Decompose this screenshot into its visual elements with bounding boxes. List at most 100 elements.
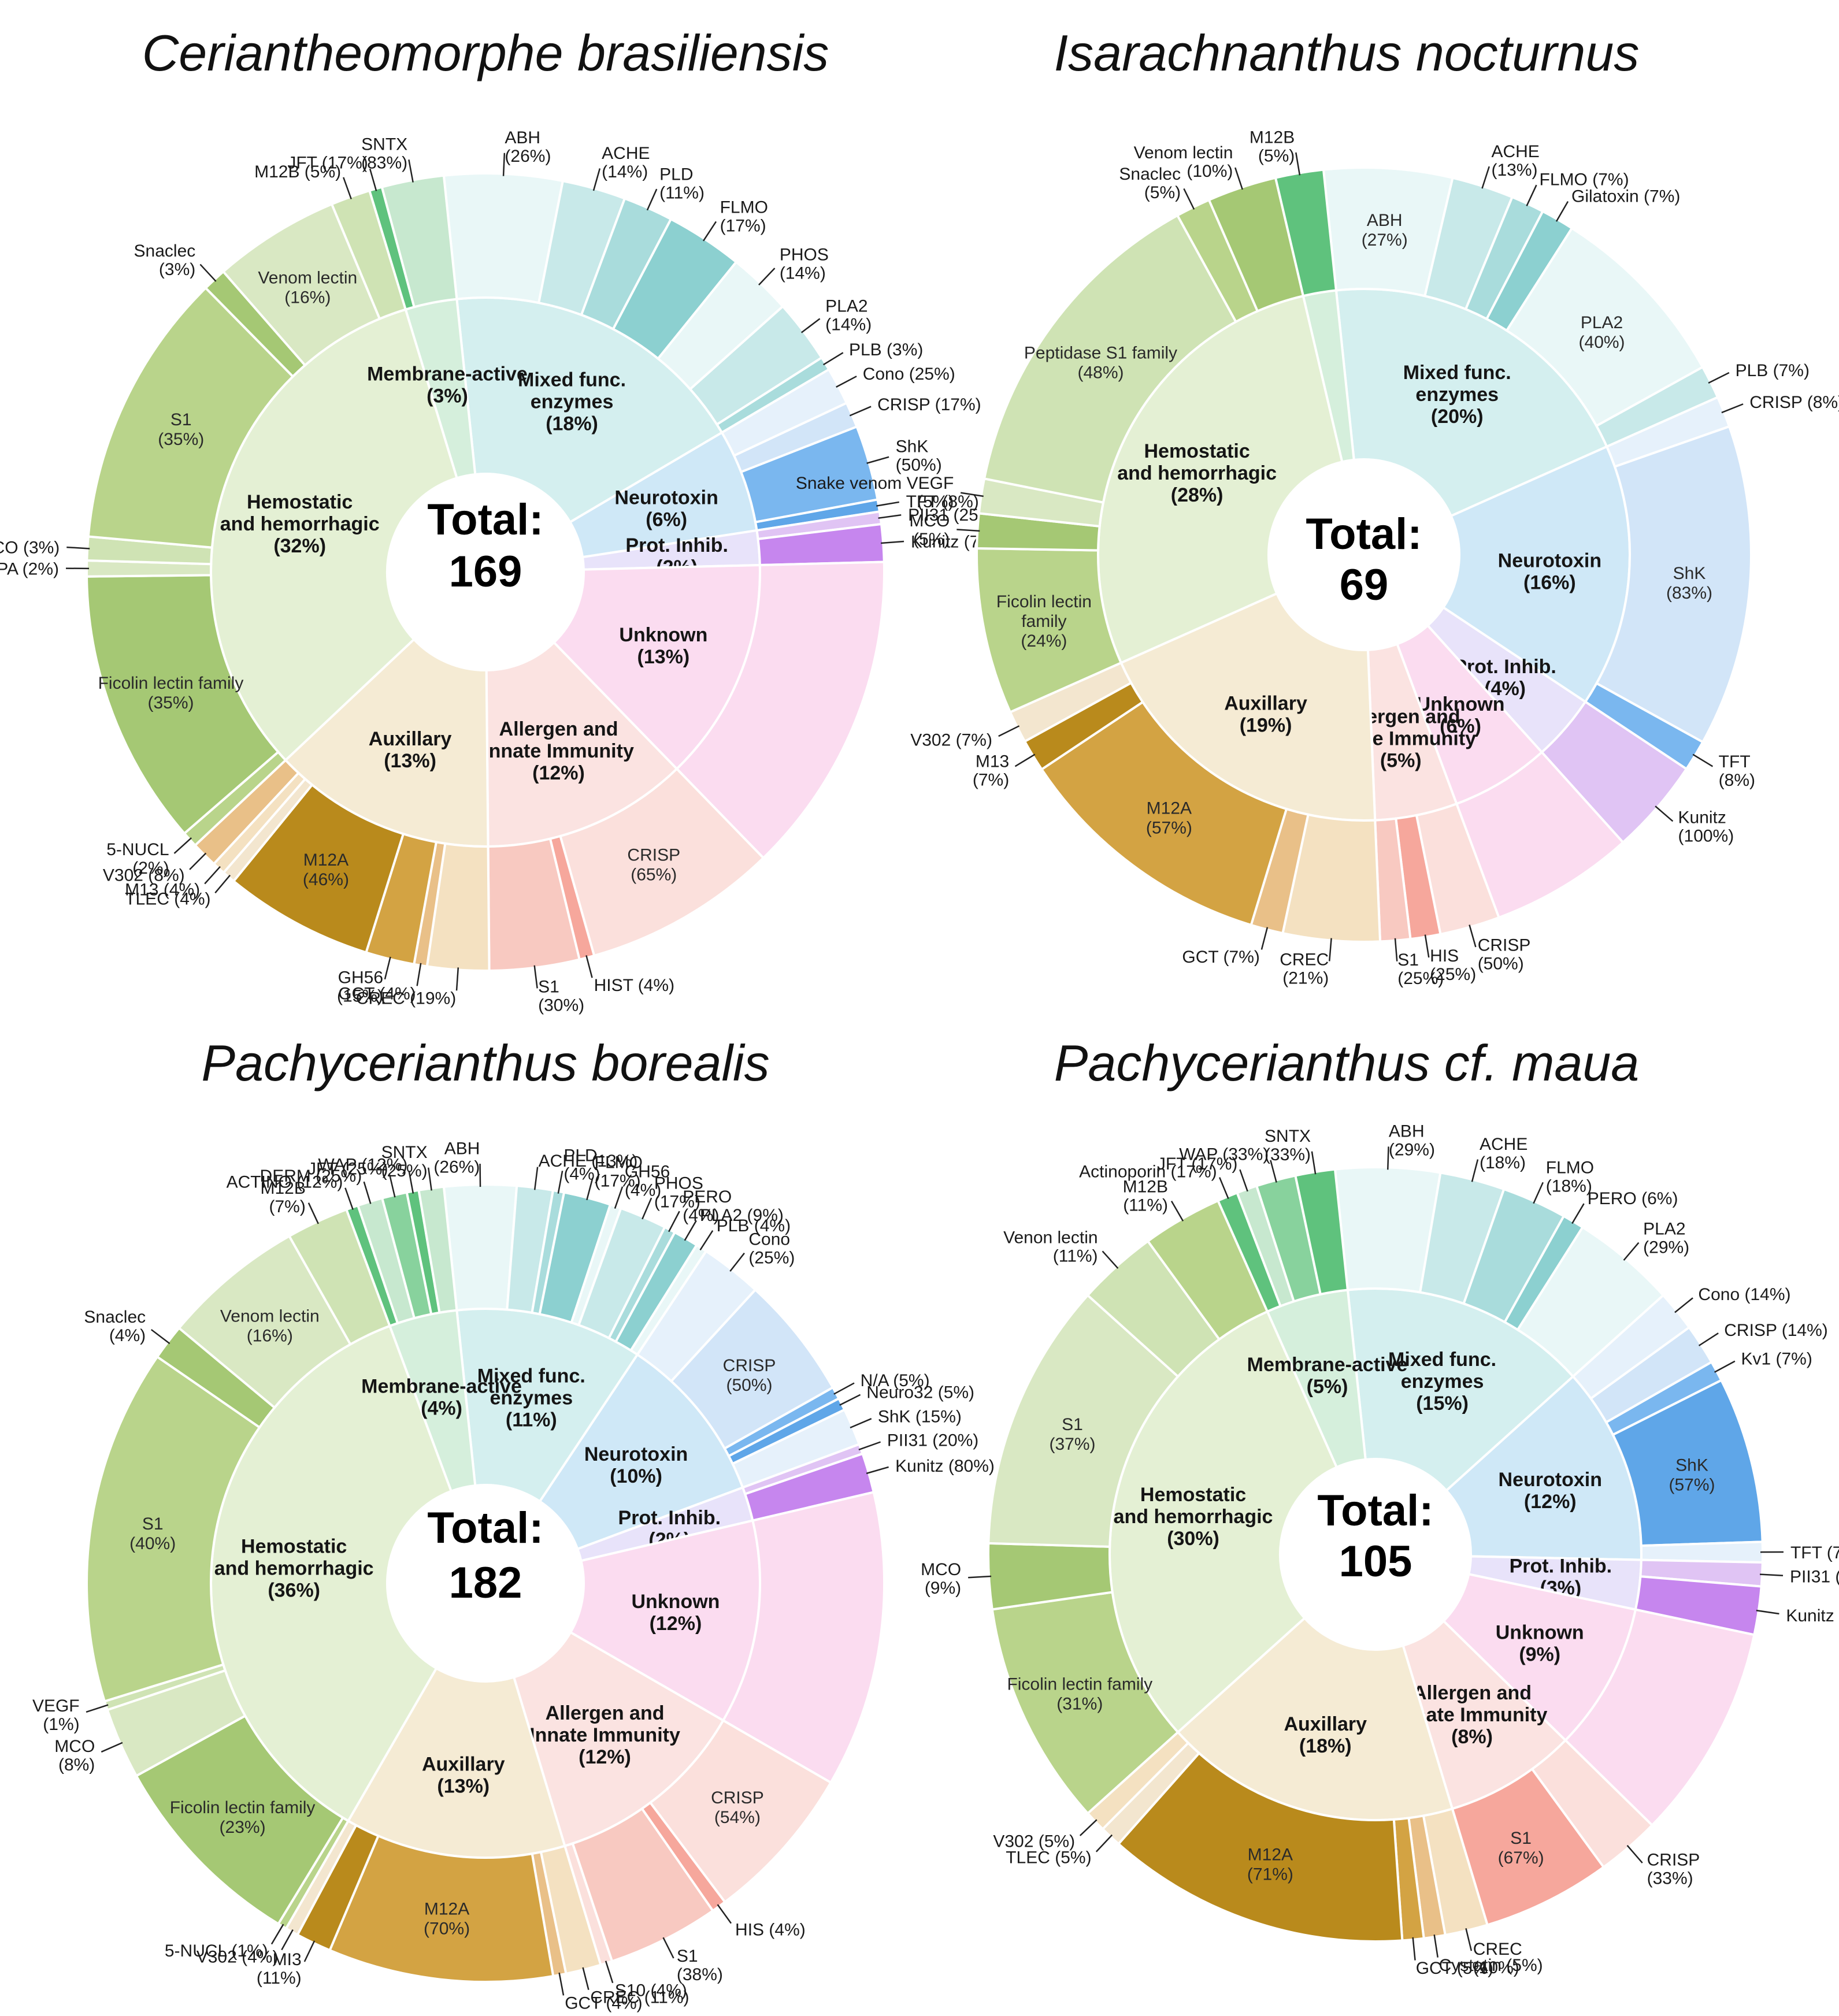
- category-label-auxillary: Auxillary (18%): [1284, 1713, 1367, 1757]
- outer-label-crisp-8-0: CRISP (8%): [1749, 393, 1839, 412]
- leader-line: [86, 1704, 109, 1713]
- outer-label-v302-5-5: V302 (5%): [993, 1832, 1075, 1851]
- chart-title-ceriantheomorphe: Ceriantheomorphe brasiliensis: [142, 24, 829, 81]
- category-label-neurotoxin: Neurotoxin (6%): [614, 487, 718, 531]
- chart-panel-isarachnanthus: Isarachnanthus nocturnus Mixed func. enzy…: [796, 24, 1839, 988]
- outer-label-mco-3-3: MCO (3%): [0, 539, 60, 558]
- leader-line: [214, 874, 231, 894]
- chart-title-maua: Pachycerianthus cf. maua: [1054, 1034, 1640, 1091]
- outer-label-crisp-0: CRISP (65%): [627, 845, 680, 884]
- leader-line: [729, 1252, 745, 1272]
- total-label-borealis: Total:: [427, 1503, 543, 1553]
- leader-line: [1219, 1177, 1229, 1200]
- outer-slice-hemostatic-and-hemorrhagic-3: [982, 214, 1238, 504]
- leader-line: [150, 1329, 170, 1345]
- outer-label-pld-2: PLD (4%): [563, 1146, 600, 1184]
- leader-line: [1329, 938, 1332, 961]
- outer-label-s1-2: S1 (38%): [677, 1947, 723, 1984]
- outer-label-snake-venom-vegf-2: Snake venom VEGF (5%): [796, 474, 954, 511]
- outer-label-crec-19-0: CREC (19%): [356, 989, 456, 1008]
- leader-line: [839, 1394, 861, 1406]
- leader-line: [586, 1177, 594, 1201]
- category-label-neurotoxin: Neurotoxin (12%): [1499, 1469, 1602, 1513]
- leader-line: [1698, 1332, 1719, 1346]
- category-label-auxillary: Auxillary (13%): [422, 1754, 505, 1798]
- leader-line: [189, 852, 207, 870]
- outer-label-pero-6: PERO (4%): [683, 1187, 732, 1225]
- outer-label-abh-0: ABH (26%): [433, 1139, 480, 1176]
- leader-line: [699, 1230, 714, 1250]
- total-badge-ceriantheomorphe: [393, 480, 578, 664]
- leader-line: [1394, 938, 1398, 961]
- leader-line: [646, 188, 658, 211]
- leader-line: [1708, 372, 1730, 384]
- donut-ceriantheomorphe: Mixed func. enzymes (18%) ABH (26%) ACHE (14%)…: [0, 128, 1010, 1015]
- outer-label-ficolin-lectin-family-1: Ficolin lectin family (35%): [98, 674, 244, 712]
- outer-label-mco-1: MCO (9%): [921, 1560, 961, 1598]
- donut-isarachnanthus: Mixed func. enzymes (20%) ABH (27%) ACHE (13%)…: [796, 128, 1839, 988]
- outer-label-crisp-0: CRISP (33%): [1647, 1850, 1700, 1888]
- outer-label-mi3-3: MI3 (11%): [257, 1950, 302, 1988]
- category-label-mixed-func-enzymes: Mixed func. enzymes (11%): [477, 1365, 585, 1431]
- category-label-membrane-active: Membrane-active (5%): [1247, 1354, 1408, 1398]
- category-label-mixed-func-enzymes: Mixed func. enzymes (18%): [518, 369, 626, 435]
- outer-label-derm-25-1: DERM (25%): [260, 1167, 362, 1186]
- category-label-unknown: Unknown (12%): [631, 1591, 720, 1635]
- category-label-auxillary: Auxillary (13%): [369, 728, 452, 772]
- leader-line: [1655, 805, 1674, 822]
- leader-line: [307, 1202, 319, 1224]
- outer-label-v302-8-6: V302 (8%): [103, 866, 185, 885]
- outer-label-pii31-20-0: PII31 (20%): [887, 1431, 978, 1450]
- leader-line: [585, 955, 593, 978]
- leader-line: [668, 1211, 680, 1232]
- leader-line: [1760, 1573, 1784, 1576]
- outer-label-pla2-9-7: PLA2 (9%): [700, 1206, 784, 1225]
- leader-line: [101, 1742, 123, 1753]
- leader-line: [866, 456, 889, 464]
- total-value-ceriantheomorphe: 169: [449, 547, 522, 596]
- outer-label-flmo-7-2: FLMO (7%): [1540, 170, 1629, 190]
- outer-label-m13-3: M13 (7%): [973, 752, 1009, 790]
- outer-label-plb-3-6: PLB (3%): [849, 340, 923, 359]
- leader-line: [614, 1186, 624, 1209]
- outer-label-n-a-5-2: N/A (5%): [861, 1371, 930, 1390]
- outer-label-cono-14-0: Cono (14%): [1698, 1285, 1790, 1304]
- total-label-isarachnanthus: Total:: [1306, 510, 1422, 559]
- leader-line: [836, 376, 857, 388]
- outer-label-crisp-1: CRISP (50%): [723, 1356, 776, 1395]
- total-label-maua: Total:: [1317, 1486, 1433, 1535]
- leader-line: [1469, 925, 1477, 948]
- leader-line: [956, 529, 980, 532]
- leader-line: [1533, 1182, 1544, 1204]
- category-label-neurotoxin: Neurotoxin (16%): [1498, 550, 1601, 593]
- outer-label-crec-0: CREC (10%): [1473, 1940, 1522, 1977]
- leader-line: [416, 963, 422, 986]
- outer-slice-membrane-active-0: [1274, 168, 1338, 298]
- outer-label-tlec-5-4: TLEC (5%): [1006, 1848, 1091, 1868]
- leader-line: [1465, 1928, 1473, 1951]
- leader-line: [858, 1441, 881, 1451]
- outer-label-tft-2: TFT (8%): [1719, 752, 1755, 790]
- outer-slice-membrane-active-3: [1294, 1168, 1349, 1296]
- outer-label-s1-1: S1 (67%): [1498, 1829, 1544, 1868]
- outer-label-sntx-3: SNTX (33%): [1265, 1127, 1311, 1164]
- leader-line: [281, 1929, 294, 1951]
- outer-label-venom-lectin-6: Venom lectin (16%): [258, 268, 357, 307]
- leader-line: [479, 1164, 481, 1187]
- chart-panel-ceriantheomorphe: Ceriantheomorphe brasiliensis Mixed func…: [0, 24, 1010, 1015]
- leader-line: [343, 177, 352, 199]
- donut-maua: Mixed func. enzymes (15%) ABH (29%) ACHE (18%)…: [921, 1122, 1839, 1978]
- outer-label-gh56-2: GH56 (15%): [337, 968, 383, 1006]
- leader-line: [369, 168, 377, 191]
- outer-label-shk-1: ShK (83%): [1666, 564, 1712, 603]
- outer-label-shk-15-4: ShK (15%): [878, 1408, 962, 1427]
- outer-label-gh56-4: GH56 (4%): [625, 1163, 670, 1200]
- category-label-auxillary: Auxillary (19%): [1224, 692, 1307, 736]
- donut-borealis: Mixed func. enzymes (11%) ABH (26%) ACHE (13%…: [32, 1139, 995, 2013]
- leader-line: [1714, 1360, 1736, 1373]
- total-badge-isarachnanthus: [1274, 465, 1454, 644]
- leader-line: [1571, 1203, 1585, 1224]
- leader-line: [1412, 1937, 1416, 1961]
- leader-line: [1471, 1159, 1479, 1182]
